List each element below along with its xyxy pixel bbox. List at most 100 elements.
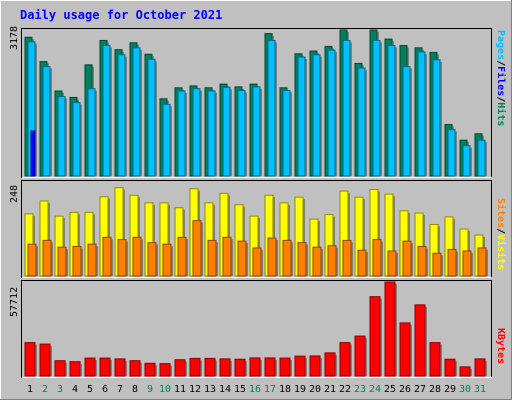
bar-kbytes-day-10 — [159, 363, 172, 377]
x-tick-label-day-12: 12 — [189, 384, 201, 395]
x-tick-label-day-17: 17 — [264, 384, 276, 395]
bar-kbytes-day-12 — [189, 357, 202, 377]
bar-files-day-28-fill — [432, 59, 441, 177]
bar-files-day-14 — [222, 86, 232, 177]
legend-visits-sites: Sites/Visits — [495, 198, 507, 270]
bar-files-day-21-fill — [327, 49, 336, 177]
x-tick-label-day-25: 25 — [384, 384, 396, 395]
bar-kbytes-day-19-fill — [294, 355, 306, 377]
legend-sep: / — [495, 228, 506, 234]
bar-kbytes-day-2 — [39, 343, 52, 377]
bar-sites-day-23-fill — [357, 249, 367, 277]
x-tick-label-day-15: 15 — [234, 384, 246, 395]
bar-sites-day-2-fill — [42, 239, 52, 277]
bar-sites-day-10 — [162, 243, 173, 277]
bar-files-day-31-fill — [477, 139, 486, 177]
bar-sites-day-21-fill — [327, 245, 337, 277]
bar-files-day-11 — [177, 90, 187, 177]
x-tick-label-day-23: 23 — [354, 384, 366, 395]
bar-sites-day-19-fill — [297, 242, 307, 277]
bar-kbytes-day-10-fill — [159, 363, 171, 377]
bar-files-day-5-fill — [87, 88, 96, 177]
x-axis-day-labels: 1 2 3 4 5 6 7 8 9 10 11 12 13 14 15 16 17 18 19 20 21 22 23 24 2… — [27, 384, 486, 395]
bar-files-day-26 — [402, 66, 412, 177]
bars-kbytes — [24, 281, 487, 377]
bar-sites-day-29-fill — [447, 248, 457, 277]
x-tick-label-day-18: 18 — [279, 384, 291, 395]
bar-kbytes-day-13 — [204, 357, 217, 377]
bar-kbytes-day-13-fill — [204, 357, 216, 377]
bar-files-day-26-fill — [402, 66, 411, 177]
bar-sites-day-27 — [417, 245, 428, 277]
x-tick-label-day-6: 6 — [102, 384, 108, 395]
bar-sites-day-16-fill — [252, 247, 262, 277]
bar-files-day-25 — [387, 45, 397, 177]
bar-files-day-19 — [297, 56, 307, 177]
bar-sites-day-22-fill — [342, 239, 352, 277]
bar-kbytes-day-7-fill — [114, 358, 126, 377]
bar-kbytes-day-12-fill — [189, 357, 201, 377]
bar-files-day-20 — [312, 54, 322, 177]
bar-pages-day-1 — [30, 130, 37, 177]
bar-kbytes-day-23 — [354, 335, 367, 377]
bar-kbytes-day-11-fill — [174, 359, 186, 377]
bar-sites-day-6 — [102, 236, 113, 277]
bar-sites-day-17 — [267, 237, 278, 277]
bar-sites-day-5 — [87, 243, 98, 277]
bar-files-day-7-fill — [117, 54, 126, 177]
bar-kbytes-day-24-fill — [369, 296, 381, 377]
legend-visits: Visits — [495, 234, 507, 270]
bar-kbytes-day-20 — [309, 355, 322, 377]
bar-files-day-7 — [117, 54, 127, 177]
x-tick-label-day-11: 11 — [174, 384, 186, 395]
bar-sites-day-9-fill — [147, 242, 157, 277]
legend-hits: Hits — [495, 102, 507, 126]
bar-files-day-8 — [132, 47, 142, 177]
bar-kbytes-day-8-fill — [129, 360, 141, 377]
bar-kbytes-day-6-fill — [99, 357, 111, 377]
bar-kbytes-day-23-fill — [354, 335, 366, 377]
bar-files-day-5 — [87, 88, 97, 177]
bar-sites-day-13-fill — [207, 239, 217, 277]
bar-kbytes-day-28-fill — [429, 342, 441, 377]
bar-kbytes-day-1-fill — [24, 342, 36, 377]
bar-files-day-9 — [147, 58, 157, 177]
bar-sites-day-26 — [402, 240, 413, 277]
bar-files-day-15-fill — [237, 90, 246, 177]
bar-kbytes-day-22-fill — [339, 342, 351, 377]
bar-kbytes-day-30-fill — [459, 366, 471, 377]
x-tick-label-day-7: 7 — [117, 384, 123, 395]
bar-sites-day-9 — [147, 242, 158, 277]
bar-sites-day-14 — [222, 236, 233, 277]
bar-kbytes-day-27 — [414, 304, 427, 377]
bar-files-day-25-fill — [387, 45, 396, 177]
x-tick-label-day-1: 1 — [27, 384, 33, 395]
bar-kbytes-day-9 — [144, 362, 157, 377]
bar-kbytes-day-17-fill — [264, 357, 276, 377]
bar-files-day-19-fill — [297, 56, 306, 177]
bar-kbytes-day-25 — [384, 281, 397, 377]
bar-kbytes-day-2-fill — [39, 343, 51, 377]
bar-sites-day-19 — [297, 242, 308, 277]
y-max-label-visits: 248 — [9, 185, 20, 203]
bar-kbytes-day-21-fill — [324, 352, 336, 377]
bars-visits-sites — [24, 187, 488, 277]
x-tick-label-day-29: 29 — [444, 384, 456, 395]
bar-files-day-14-fill — [222, 86, 231, 177]
bar-kbytes-day-26-fill — [399, 322, 411, 377]
bar-kbytes-day-18 — [279, 357, 292, 377]
bar-files-day-29-fill — [447, 129, 456, 177]
bar-kbytes-day-22 — [339, 342, 352, 377]
x-tick-label-day-3: 3 — [57, 384, 63, 395]
bar-sites-day-17-fill — [267, 237, 277, 277]
bars-hits-files-pages — [24, 29, 487, 177]
bar-kbytes-day-15-fill — [234, 358, 246, 377]
bar-files-day-17-fill — [267, 39, 276, 177]
bar-sites-day-21 — [327, 245, 338, 277]
bar-sites-day-4-fill — [72, 245, 82, 277]
bar-files-day-11-fill — [177, 90, 186, 177]
bar-kbytes-day-3 — [54, 360, 67, 377]
x-tick-label-day-8: 8 — [132, 384, 138, 395]
bar-kbytes-day-6 — [99, 357, 112, 377]
y-max-label-kbytes: 57712 — [9, 287, 20, 317]
